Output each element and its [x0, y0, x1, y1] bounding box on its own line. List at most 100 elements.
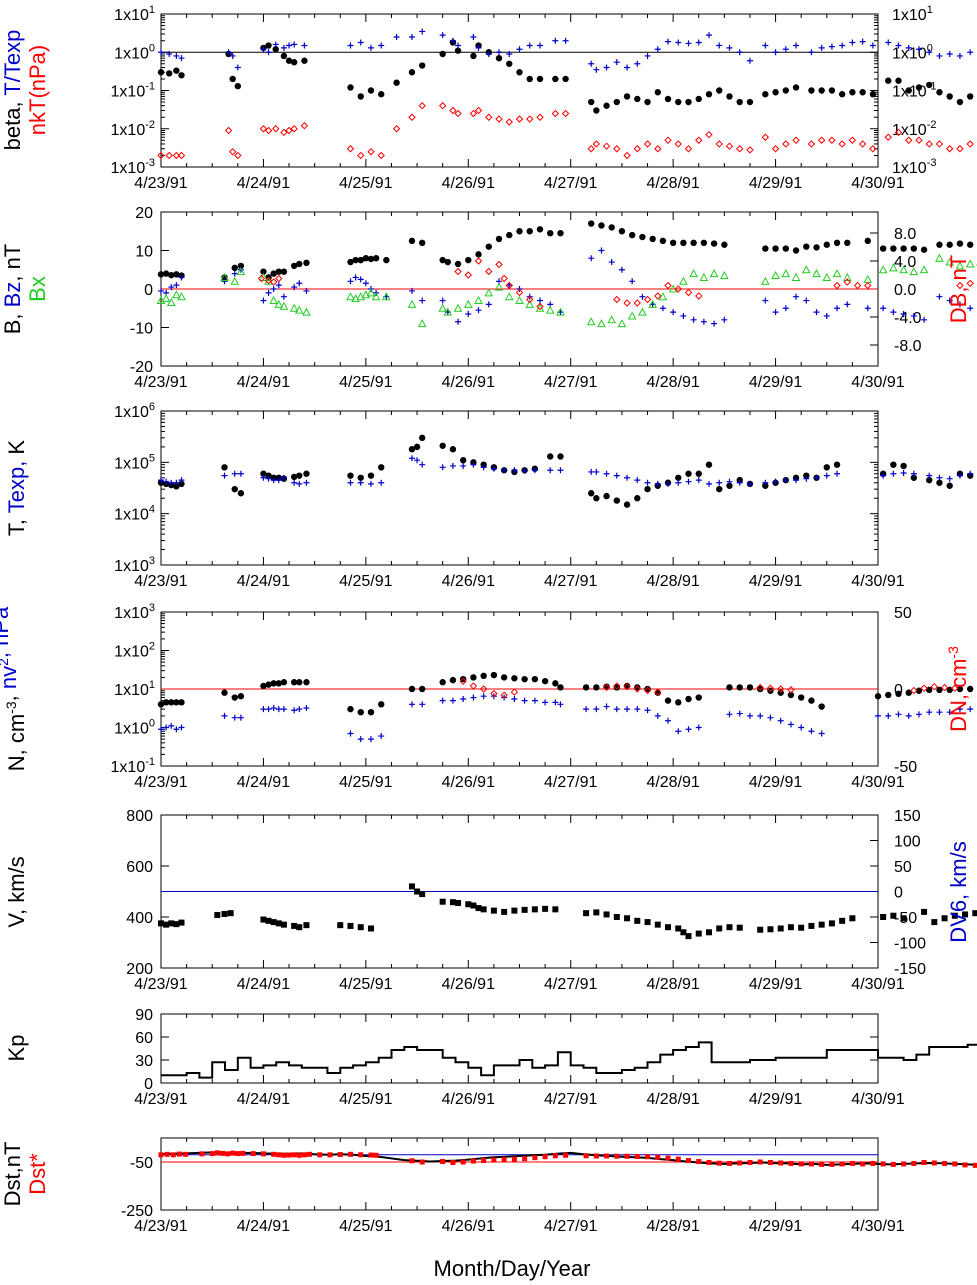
- data-point: [490, 671, 498, 679]
- data-point: [501, 908, 508, 915]
- data-point: [301, 42, 308, 49]
- data-point: [787, 924, 794, 931]
- data-point: [236, 267, 246, 276]
- data-point: [634, 60, 641, 67]
- data-point: [757, 712, 764, 719]
- y-tick-label-exponent: 4: [149, 504, 155, 516]
- data-point: [915, 711, 922, 718]
- data-point: [762, 297, 769, 304]
- data-point: [506, 51, 513, 58]
- data-point: [645, 1154, 651, 1160]
- data-point: [941, 915, 948, 922]
- data-point: [665, 38, 672, 45]
- data-point: [936, 474, 943, 481]
- data-point: [367, 148, 375, 156]
- series-B-1: [158, 247, 974, 327]
- data-point: [582, 684, 590, 691]
- data-point: [408, 455, 415, 462]
- data-point: [706, 1159, 712, 1165]
- data-point: [303, 479, 310, 486]
- data-point: [557, 701, 564, 708]
- data-point: [231, 485, 238, 493]
- data-point: [624, 915, 631, 922]
- data-point: [377, 151, 385, 160]
- data-point: [684, 145, 693, 153]
- data-point: [532, 1155, 538, 1161]
- data-point: [183, 1151, 189, 1157]
- data-point: [221, 472, 228, 479]
- data-point: [772, 245, 779, 252]
- data-point: [562, 75, 569, 83]
- y2-tick-label: 50: [894, 859, 912, 876]
- data-point: [818, 921, 825, 928]
- data-point: [818, 730, 825, 737]
- data-point: [351, 294, 360, 303]
- data-point: [357, 736, 364, 743]
- data-point: [449, 446, 457, 453]
- data-point: [634, 917, 641, 924]
- data-point: [834, 470, 841, 477]
- data-point: [231, 470, 238, 477]
- data-point: [838, 91, 846, 98]
- data-point: [910, 474, 918, 481]
- data-point: [905, 712, 912, 719]
- data-point: [885, 712, 892, 719]
- data-point: [628, 231, 636, 239]
- data-point: [593, 684, 600, 691]
- data-point: [623, 501, 631, 508]
- data-point: [221, 464, 228, 471]
- y-tick-label: -50: [130, 1155, 153, 1172]
- data-point: [664, 136, 672, 144]
- data-point: [593, 107, 600, 114]
- data-point: [910, 245, 918, 252]
- series-beta-2: [157, 102, 977, 160]
- y2-axis-label: DB, nT: [946, 255, 971, 323]
- data-point: [438, 303, 448, 312]
- data-point: [946, 709, 953, 716]
- data-point: [515, 295, 524, 305]
- data-point: [270, 270, 277, 277]
- data-point: [905, 689, 912, 696]
- data-point: [967, 49, 974, 56]
- data-point: [515, 288, 524, 297]
- y-tick-label: 1x10-1: [111, 81, 155, 101]
- data-point: [413, 443, 421, 451]
- x-tick-label: 4/23/91: [134, 175, 187, 192]
- x-tick-label: 4/26/91: [442, 774, 495, 791]
- data-point: [220, 272, 229, 281]
- data-point: [926, 476, 933, 484]
- data-point: [931, 919, 938, 926]
- data-point: [460, 1159, 466, 1165]
- data-point: [966, 93, 974, 100]
- data-point: [547, 467, 554, 474]
- data-point: [536, 297, 543, 304]
- data-point: [303, 705, 310, 712]
- data-point: [725, 142, 734, 150]
- data-point: [746, 98, 754, 106]
- x-tick-label: 4/24/91: [237, 1091, 290, 1108]
- data-point: [875, 712, 881, 719]
- data-point: [675, 728, 682, 735]
- data-point: [346, 145, 355, 153]
- data-point: [378, 42, 385, 49]
- x-tick-label: 4/29/91: [749, 573, 802, 590]
- x-tick-label: 4/23/91: [134, 573, 187, 590]
- data-point: [782, 87, 790, 94]
- data-point: [608, 224, 615, 231]
- panel-N: 4/23/91 4/24/91 4/25/91 4/26/91 4/27/91 4/28/…: [0, 602, 974, 791]
- data-point: [491, 1157, 497, 1163]
- data-point: [490, 907, 497, 914]
- data-point: [230, 1150, 236, 1156]
- data-point: [455, 899, 462, 906]
- data-point: [552, 906, 559, 913]
- data-point: [265, 681, 272, 688]
- data-point: [373, 1152, 379, 1158]
- data-point: [474, 295, 483, 305]
- y-tick-label-exponent: -1: [145, 756, 155, 768]
- data-point: [260, 470, 267, 477]
- data-point: [459, 675, 467, 683]
- x-tick-label: 4/24/91: [237, 374, 290, 391]
- data-point: [280, 921, 287, 928]
- data-point: [689, 269, 698, 278]
- data-point: [884, 133, 892, 141]
